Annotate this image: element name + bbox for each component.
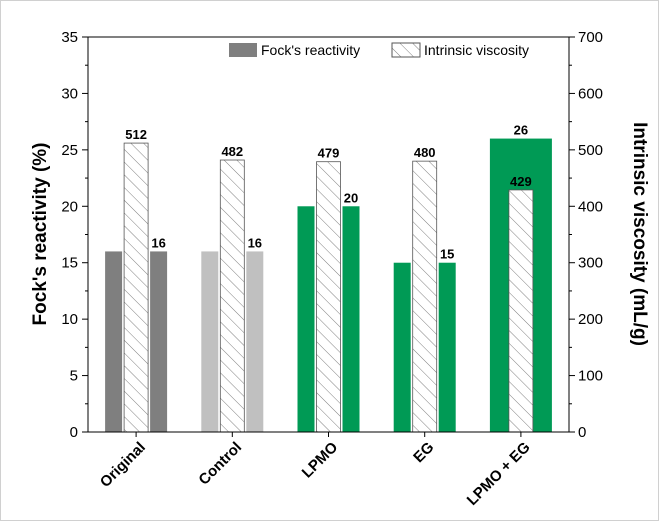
bar-viscosity-2 bbox=[316, 161, 341, 433]
y2-tick-label: 100 bbox=[578, 368, 603, 385]
y-tick-label: 25 bbox=[61, 142, 78, 159]
bar-viscosity-3 bbox=[412, 160, 438, 433]
legend-label-fock: Fock's reactivity bbox=[261, 42, 360, 58]
label-fock-3: 15 bbox=[440, 247, 454, 262]
legend: Fock's reactivity Intrinsic viscosity bbox=[229, 42, 529, 58]
label-fock-0: 16 bbox=[151, 235, 165, 250]
bar-viscosity-1 bbox=[219, 159, 245, 433]
y2-tick-label: 500 bbox=[578, 142, 603, 159]
legend-swatch-fock bbox=[229, 43, 257, 57]
y2-tick-label: 400 bbox=[578, 198, 603, 215]
y2-tick-label: 700 bbox=[578, 29, 603, 46]
y-tick-label: 0 bbox=[70, 424, 78, 441]
y2-tick-label: 600 bbox=[578, 85, 603, 102]
label-fock-1: 16 bbox=[248, 235, 262, 250]
bar-viscosity-0 bbox=[123, 142, 149, 433]
bar-fock-right-3 bbox=[438, 262, 456, 432]
data-labels: 16 512 16 482 20 479 15 480 26 429 bbox=[125, 123, 532, 262]
label-viscosity-3: 480 bbox=[414, 145, 436, 160]
plot-area-frame bbox=[87, 36, 570, 433]
bar-fock-right-1 bbox=[246, 251, 264, 432]
bar-fock-left-0 bbox=[105, 251, 123, 432]
y2-tick-label: 300 bbox=[578, 255, 603, 272]
legend-label-viscosity: Intrinsic viscosity bbox=[424, 42, 529, 58]
bar-fock-right-2 bbox=[342, 206, 360, 432]
label-fock-4: 26 bbox=[514, 123, 528, 138]
y-tick-label: 5 bbox=[70, 368, 78, 385]
y-tick-label: 10 bbox=[61, 311, 78, 328]
bar-fock-right-0 bbox=[150, 251, 168, 432]
bars bbox=[105, 138, 552, 433]
y2-tick-label: 200 bbox=[578, 311, 603, 328]
label-viscosity-2: 479 bbox=[318, 146, 340, 161]
y-tick-label: 30 bbox=[61, 85, 78, 102]
y-tick-label: 20 bbox=[61, 198, 78, 215]
label-fock-2: 20 bbox=[344, 190, 358, 205]
label-viscosity-1: 482 bbox=[221, 144, 243, 159]
bar-fock-left-3 bbox=[393, 262, 411, 432]
y-tick-label: 35 bbox=[61, 29, 78, 46]
bar-viscosity-4 bbox=[508, 189, 534, 433]
right-axis-ticks: 0 100 200 300 400 500 600 700 bbox=[569, 29, 603, 441]
y2-tick-label: 0 bbox=[578, 424, 586, 441]
label-viscosity-4: 429 bbox=[510, 174, 532, 189]
y2-axis-title: Intrinsic viscosity (mL/g) bbox=[629, 122, 650, 346]
y-tick-label: 15 bbox=[61, 255, 78, 272]
label-viscosity-0: 512 bbox=[125, 127, 147, 142]
bar-fock-left-1 bbox=[201, 251, 219, 432]
left-axis-ticks: 0 5 10 15 20 25 30 35 bbox=[61, 29, 88, 441]
bar-fock-left-2 bbox=[297, 206, 315, 432]
legend-swatch-viscosity bbox=[391, 42, 421, 58]
y-axis-title: Fock's reactivity (%) bbox=[30, 143, 51, 326]
